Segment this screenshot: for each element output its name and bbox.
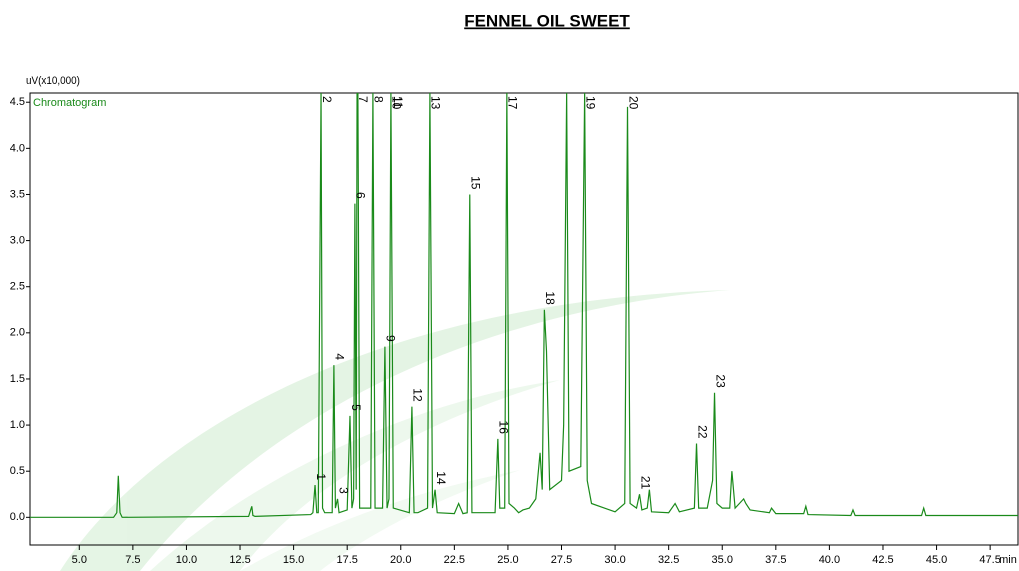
peak-label: 3 bbox=[336, 487, 350, 494]
y-tick-label: 3.5 bbox=[10, 188, 25, 200]
y-tick-label: 0.5 bbox=[10, 465, 25, 477]
peak-label: 21 bbox=[638, 476, 652, 490]
peak-label: 23 bbox=[713, 374, 727, 388]
peak-label: 9 bbox=[384, 335, 398, 342]
peak-label: 16 bbox=[497, 421, 511, 435]
x-tick-label: 37.5 bbox=[765, 554, 786, 566]
y-axis-label: uV(x10,000) bbox=[26, 75, 80, 87]
peak-label: 11 bbox=[391, 96, 405, 109]
peak-label: 8 bbox=[372, 96, 386, 103]
peak-label: 14 bbox=[434, 471, 448, 485]
x-tick-label: 17.5 bbox=[336, 554, 357, 566]
x-tick-label: 20.0 bbox=[390, 554, 411, 566]
x-tick-label: 12.5 bbox=[229, 554, 250, 566]
peak-label: 7 bbox=[356, 96, 370, 103]
legend-label: Chromatogram bbox=[33, 97, 106, 109]
peak-label: 5 bbox=[349, 404, 363, 411]
x-tick-label: 47.5 bbox=[979, 554, 1000, 566]
peak-label: 6 bbox=[354, 192, 368, 199]
page: {"chart_data": { "type": "line", "title"… bbox=[0, 0, 1019, 571]
y-tick-label: 4.0 bbox=[10, 142, 25, 154]
peak-label: 13 bbox=[429, 96, 443, 110]
peak-label: 18 bbox=[543, 291, 557, 305]
chart: FENNEL OIL SWEET uV(x10,000) min 0.0 0.5 1… bbox=[0, 0, 1019, 571]
y-tick-label: 2.0 bbox=[10, 327, 25, 339]
peak-label: 19 bbox=[583, 96, 597, 110]
x-tick-label: 27.5 bbox=[551, 554, 572, 566]
peak-label: 15 bbox=[469, 176, 483, 190]
x-tick-label: 10.0 bbox=[176, 554, 197, 566]
x-tick-label: 42.5 bbox=[872, 554, 893, 566]
chart-title: FENNEL OIL SWEET bbox=[464, 11, 630, 30]
y-tick-label: 0.0 bbox=[10, 511, 25, 523]
y-tick-label: 1.0 bbox=[10, 419, 25, 431]
y-tick-label: 4.5 bbox=[10, 96, 25, 108]
peak-label: 12 bbox=[411, 388, 425, 402]
x-tick-label: 22.5 bbox=[444, 554, 465, 566]
peak-label: 2 bbox=[320, 96, 334, 103]
x-tick-label: 45.0 bbox=[926, 554, 947, 566]
peak-label: 4 bbox=[333, 353, 347, 360]
y-tick-label: 3.0 bbox=[10, 234, 25, 246]
x-tick-label: 40.0 bbox=[819, 554, 840, 566]
x-tick-label: 15.0 bbox=[283, 554, 304, 566]
x-tick-label: 25.0 bbox=[497, 554, 518, 566]
x-tick-label: 5.0 bbox=[72, 554, 87, 566]
x-tick-label: 30.0 bbox=[604, 554, 625, 566]
peak-label: 22 bbox=[695, 425, 709, 439]
x-tick-label: 32.5 bbox=[658, 554, 679, 566]
peak-label: 20 bbox=[626, 96, 640, 110]
peak-label: 17 bbox=[506, 96, 520, 110]
peak-label: 1 bbox=[314, 473, 328, 480]
x-tick-label: 35.0 bbox=[712, 554, 733, 566]
y-tick-label: 2.5 bbox=[10, 281, 25, 293]
y-tick-label: 1.5 bbox=[10, 373, 25, 385]
x-unit-label: min bbox=[999, 554, 1017, 566]
x-tick-label: 7.5 bbox=[125, 554, 140, 566]
